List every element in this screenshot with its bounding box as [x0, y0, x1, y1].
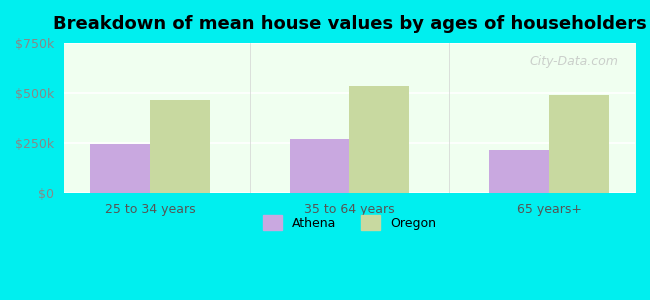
Bar: [150, 100, 210, 193]
Title: Breakdown of mean house values by ages of householders: Breakdown of mean house values by ages o…: [53, 15, 646, 33]
Bar: [90, 144, 150, 193]
Bar: [549, 95, 609, 193]
Legend: Athena, Oregon: Athena, Oregon: [258, 210, 441, 235]
Text: City-Data.com: City-Data.com: [529, 55, 618, 68]
Bar: [350, 86, 410, 193]
Bar: [489, 150, 549, 193]
Bar: [290, 139, 350, 193]
